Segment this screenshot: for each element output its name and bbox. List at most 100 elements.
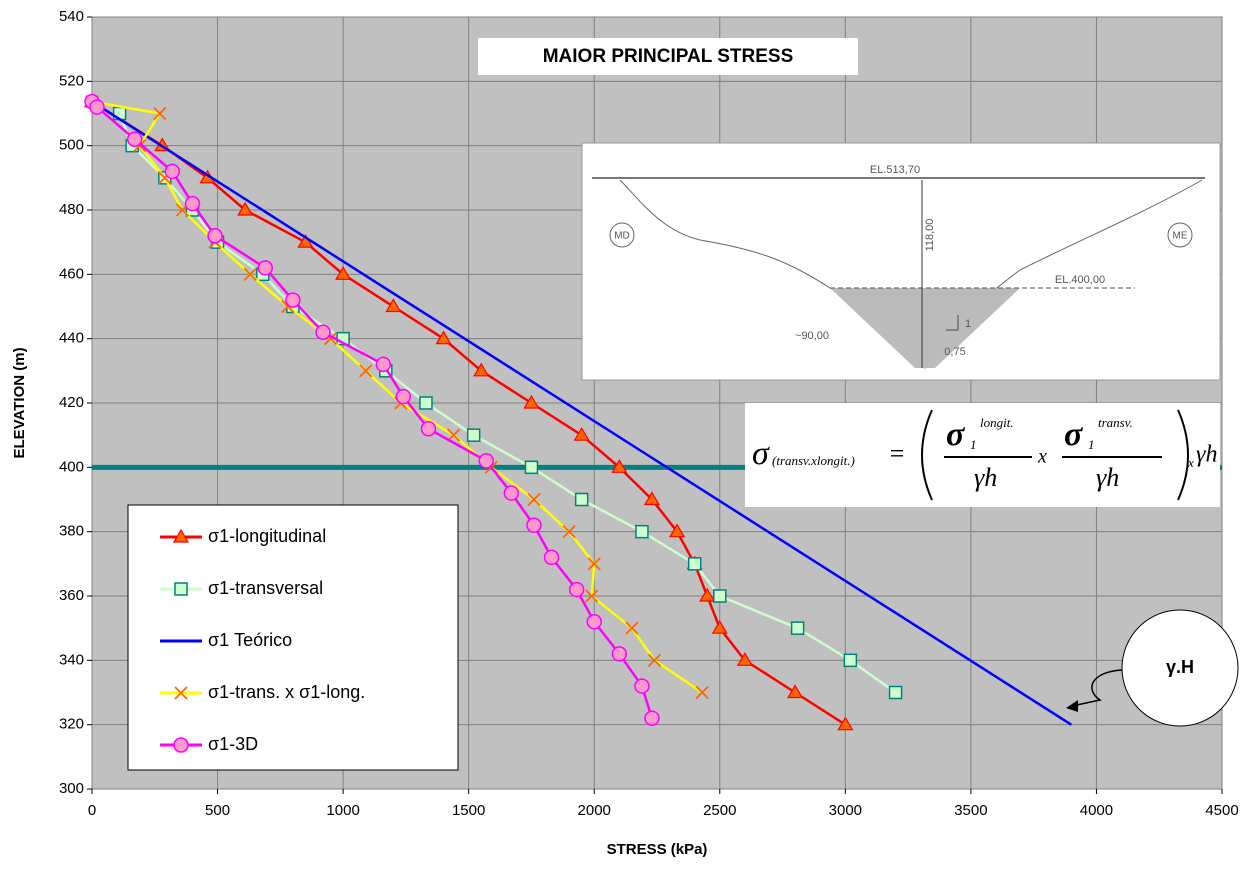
y-tick-label: 460 bbox=[59, 265, 84, 282]
formula-text: x bbox=[1187, 455, 1194, 470]
marker bbox=[625, 621, 639, 635]
legend-items: σ1-longitudinal σ1-transversal σ1 Teórico σ… bbox=[160, 526, 365, 754]
x-tick-label: 1500 bbox=[452, 802, 485, 819]
y-tick-label: 360 bbox=[59, 587, 84, 604]
marker bbox=[790, 621, 805, 635]
marker bbox=[420, 420, 437, 437]
marker bbox=[524, 460, 539, 475]
annotation-text: γ.H bbox=[1166, 657, 1194, 677]
marker bbox=[587, 557, 601, 571]
inset-label: 1 bbox=[965, 318, 971, 330]
marker bbox=[375, 356, 392, 373]
legend-label: σ1-transversal bbox=[208, 578, 323, 598]
lower-section bbox=[830, 288, 1020, 368]
y-axis-title: ELEVATION (m) bbox=[11, 347, 28, 458]
marker bbox=[359, 364, 373, 378]
marker bbox=[257, 260, 274, 276]
marker bbox=[669, 523, 686, 538]
marker bbox=[297, 233, 314, 248]
y-tick-label: 380 bbox=[59, 523, 84, 540]
formula-text: transv. bbox=[1098, 415, 1133, 430]
y-tick-label: 340 bbox=[59, 651, 84, 668]
x-tick-label: 4000 bbox=[1080, 802, 1113, 819]
marker bbox=[711, 619, 728, 634]
marker bbox=[611, 459, 628, 473]
slope-mark bbox=[946, 315, 959, 331]
formula-text: 1 bbox=[1088, 437, 1095, 452]
formula-text: γh bbox=[1096, 463, 1119, 492]
annotation: γ.H bbox=[1066, 609, 1239, 727]
marker bbox=[647, 653, 662, 667]
marker bbox=[586, 613, 602, 630]
formula-text: σ bbox=[752, 435, 770, 472]
annotation-arrow bbox=[1071, 669, 1123, 707]
series-line bbox=[91, 100, 847, 726]
marker bbox=[385, 298, 402, 313]
x-tick-label: 2500 bbox=[703, 802, 736, 819]
marker bbox=[562, 525, 576, 539]
marker bbox=[173, 737, 189, 753]
y-tick-label: 440 bbox=[59, 330, 84, 347]
legend-label: σ1 Teórico bbox=[208, 630, 292, 650]
x-tick-label: 500 bbox=[205, 802, 230, 819]
formula-text: σ bbox=[946, 416, 966, 453]
formula-text: (transv.xlongit.) bbox=[772, 453, 855, 468]
y-tick-label: 320 bbox=[59, 716, 84, 733]
marker bbox=[335, 266, 352, 280]
chart-title: MAIOR PRINCIPAL STRESS bbox=[543, 46, 794, 67]
y-tick-label: 500 bbox=[59, 137, 84, 154]
marker bbox=[787, 684, 804, 699]
marker bbox=[695, 685, 709, 700]
marker bbox=[164, 163, 181, 180]
marker bbox=[503, 485, 520, 501]
marker bbox=[237, 201, 254, 216]
marker bbox=[713, 589, 727, 603]
marker bbox=[527, 492, 541, 507]
marker bbox=[568, 581, 585, 598]
y-tick-label: 520 bbox=[59, 72, 84, 89]
marker bbox=[466, 428, 481, 442]
inset-label: MD bbox=[614, 231, 630, 242]
marker bbox=[395, 388, 412, 405]
series-line bbox=[91, 100, 1073, 726]
marker bbox=[315, 324, 331, 340]
marker bbox=[837, 716, 854, 731]
x-axis-title: STRESS (kPa) bbox=[607, 841, 708, 858]
y-tick-label: 300 bbox=[59, 780, 84, 797]
marker bbox=[526, 517, 542, 533]
marker bbox=[435, 330, 452, 345]
formula-text: γh bbox=[1196, 442, 1217, 468]
parens bbox=[921, 409, 1189, 501]
inset: EL.513,70 118,00 MD ME EL.400,00 ~90,00 … bbox=[581, 142, 1221, 381]
title-box bbox=[478, 38, 858, 75]
marker bbox=[172, 528, 190, 543]
marker bbox=[184, 195, 201, 212]
formula-text: 1 bbox=[970, 437, 977, 452]
marker bbox=[174, 582, 188, 596]
y-tick-label: 540 bbox=[59, 8, 84, 25]
marker bbox=[687, 557, 702, 571]
legend bbox=[127, 504, 459, 771]
formula-text: σ bbox=[1064, 416, 1084, 453]
marker bbox=[574, 492, 589, 507]
me-circle bbox=[1167, 222, 1193, 248]
inset-label: ~90,00 bbox=[795, 330, 829, 342]
marker bbox=[89, 99, 105, 115]
series bbox=[84, 93, 660, 726]
inset-label: EL.513,70 bbox=[870, 164, 920, 176]
formula-text: x bbox=[1037, 446, 1047, 468]
inset-label: 118,00 bbox=[924, 219, 936, 252]
marker bbox=[473, 362, 490, 377]
series-layer bbox=[83, 93, 1073, 731]
marker bbox=[573, 426, 590, 441]
marker bbox=[543, 549, 560, 566]
legend-label: σ1-trans. x σ1-long. bbox=[208, 682, 365, 702]
x-tick-label: 4500 bbox=[1205, 802, 1238, 819]
arrow-head bbox=[1066, 700, 1078, 712]
x-tick-label: 2000 bbox=[578, 802, 611, 819]
marker bbox=[699, 587, 716, 602]
formula-text: = bbox=[888, 439, 906, 468]
y-tick-label: 400 bbox=[59, 458, 84, 475]
marker bbox=[643, 491, 661, 506]
